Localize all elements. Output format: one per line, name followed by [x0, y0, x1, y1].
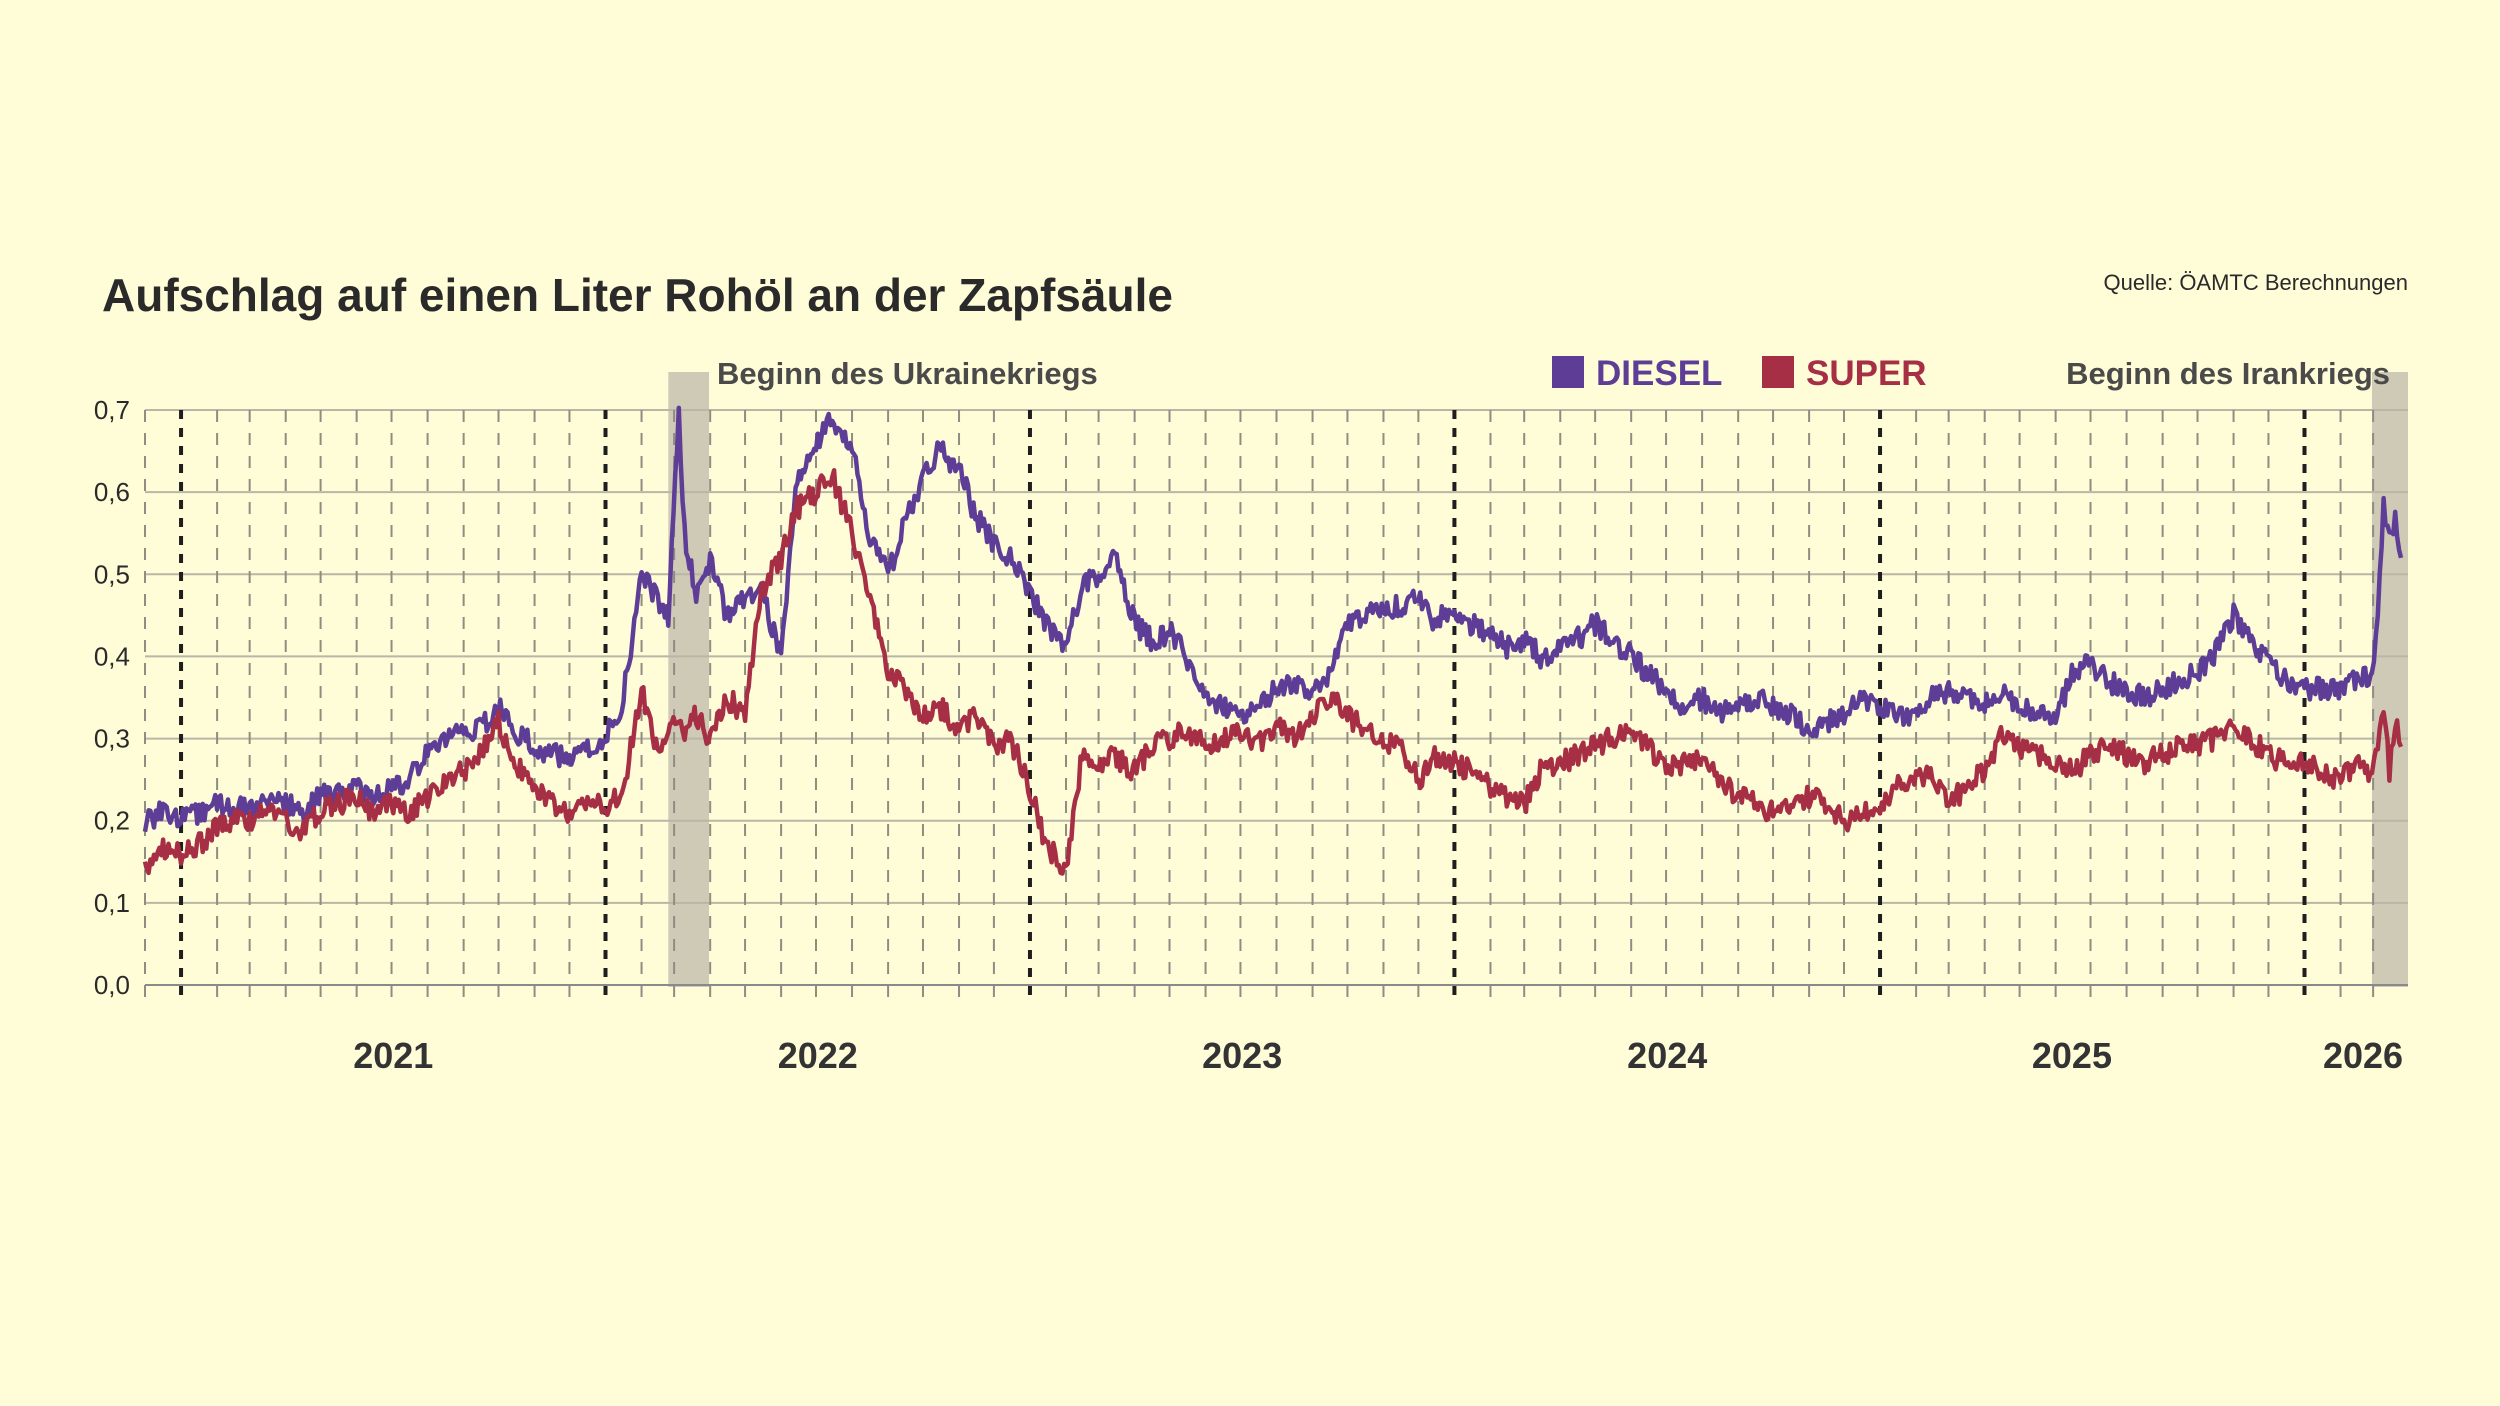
y-tick-label: 0,3: [94, 724, 130, 754]
year-label-2024: 2024: [1627, 1035, 1707, 1076]
event-band-2: [2371, 372, 2408, 987]
legend-label-diesel: DIESEL: [1596, 354, 1722, 393]
year-label-2025: 2025: [2032, 1035, 2112, 1076]
legend-swatch-diesel: [1552, 356, 1584, 388]
vertical-gridlines: [144, 410, 2375, 1003]
series-lines: [142, 405, 2404, 876]
y-tick-label: 0,7: [94, 395, 130, 425]
legend-swatch-super: [1762, 356, 1794, 388]
y-tick-label: 0,0: [94, 970, 130, 1000]
event-shading: [668, 372, 2408, 987]
y-tick-label: 0,4: [94, 641, 130, 671]
y-tick-label: 0,1: [94, 888, 130, 918]
year-label-2021: 2021: [353, 1035, 433, 1076]
y-tick-label: 0,2: [94, 806, 130, 836]
x-axis-year-labels: 2021 2022 2023 2024 2025 2026: [353, 1035, 2403, 1076]
series-line-super: [142, 468, 2404, 876]
event-annotations: Beginn des Ukrainekriegs Beginn des Irank…: [717, 356, 2390, 391]
chart-title: Aufschlag auf einen Liter Rohöl an der Z…: [102, 269, 1173, 321]
legend: DIESEL SUPER: [1552, 354, 1927, 393]
legend-label-super: SUPER: [1806, 354, 1927, 393]
y-tick-label: 0,6: [94, 477, 130, 507]
chart-source: Quelle: ÖAMTC Berechnungen: [2104, 270, 2409, 295]
y-tick-label: 0,5: [94, 559, 130, 589]
annotation-label-1: Beginn des Ukrainekriegs: [717, 356, 1098, 391]
annotation-label-2: Beginn des Irankriegs: [2066, 356, 2390, 391]
y-axis-ticks: 0,0 0,1 0,2 0,3 0,4 0,5 0,6 0,7: [94, 395, 130, 1000]
year-label-2022: 2022: [778, 1035, 858, 1076]
series-line-diesel: [142, 405, 2404, 833]
year-label-2026: 2026: [2323, 1035, 2403, 1076]
year-label-2023: 2023: [1202, 1035, 1282, 1076]
